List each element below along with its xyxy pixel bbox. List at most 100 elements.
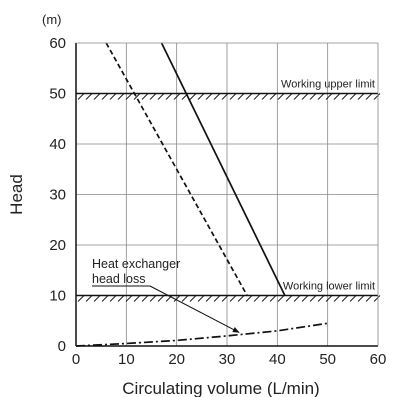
annotation-arrow [149, 285, 240, 333]
series-layer [75, 42, 328, 347]
x-tick-label: 20 [168, 351, 185, 368]
y-tick-label: 60 [49, 35, 66, 52]
annotation-label: head loss [92, 272, 146, 286]
limit-hatch [117, 295, 125, 302]
y-tick-label: 50 [49, 86, 66, 103]
limit-hatch [93, 295, 101, 302]
series-line-dashdot [75, 322, 328, 347]
limit-hatch [189, 295, 197, 302]
limit-hatch [165, 93, 173, 100]
limit-hatch [277, 295, 285, 302]
limit-hatch [213, 295, 221, 302]
limit-hatch [325, 295, 333, 302]
limit-hatch [325, 93, 333, 100]
x-tick-label: 10 [118, 351, 135, 368]
y-axis-title: Head [7, 174, 26, 215]
limit-hatch [149, 93, 157, 100]
limit-hatch [125, 93, 133, 100]
limit-hatch [77, 93, 85, 100]
limit-hatch [245, 295, 253, 302]
x-axis-title: Circulating volume (L/min) [122, 379, 319, 397]
labels: (m) Head Circulating volume (L/min) 0 10 2… [7, 12, 386, 397]
limit-hatch [133, 295, 141, 302]
series-line-solid [160, 42, 286, 296]
x-tick-label: 40 [269, 351, 286, 368]
limit-hatch [309, 295, 317, 302]
limit-hatch [269, 295, 277, 302]
limit-hatch [237, 295, 245, 302]
limit-label: Working lower limit [283, 281, 375, 293]
limit-hatch [101, 93, 109, 100]
limit-hatch [77, 295, 85, 302]
limit-hatch [205, 93, 213, 100]
limit-hatch [149, 295, 157, 302]
limit-hatch [293, 295, 301, 302]
limit-hatch [253, 93, 261, 100]
limit-hatch [189, 93, 197, 100]
limit-hatch [245, 93, 253, 100]
limit-hatch [221, 93, 229, 100]
limit-hatch [317, 295, 325, 302]
limit-hatch [157, 93, 165, 100]
limit-hatch [101, 295, 109, 302]
limit-hatch [269, 93, 277, 100]
y-tick-label: 40 [49, 136, 66, 153]
limit-hatch [349, 295, 357, 302]
limit-hatch [333, 93, 341, 100]
limit-hatch [261, 93, 269, 100]
limit-hatch [141, 93, 149, 100]
x-tick-label: 30 [219, 351, 236, 368]
y-tick-label: 30 [49, 187, 66, 204]
limit-hatch [109, 93, 117, 100]
limit-hatch [373, 295, 381, 302]
limit-hatch [117, 93, 125, 100]
limit-hatch [229, 93, 237, 100]
limit-hatch [301, 93, 309, 100]
axes [75, 42, 379, 347]
limit-hatch [85, 93, 93, 100]
limit-hatch [133, 93, 141, 100]
limit-hatch [85, 295, 93, 302]
limit-hatch [365, 295, 373, 302]
x-tick-label: 60 [370, 351, 387, 368]
limit-hatch [197, 295, 205, 302]
limit-hatch [173, 93, 181, 100]
limit-hatch [349, 93, 357, 100]
limit-hatch [341, 295, 349, 302]
series-line-dashed [105, 42, 248, 296]
limit-hatch [213, 93, 221, 100]
limit-hatch [141, 295, 149, 302]
limit-hatch [373, 93, 381, 100]
annotation-label: Heat exchanger [92, 257, 180, 271]
limit-hatch [181, 295, 189, 302]
limit-hatch [109, 295, 117, 302]
limit-hatch [221, 295, 229, 302]
limit-hatch [293, 93, 301, 100]
limit-hatch [365, 93, 373, 100]
limit-hatch [317, 93, 325, 100]
limit-hatch [237, 93, 245, 100]
limit-hatch [205, 295, 213, 302]
limit-hatch [285, 93, 293, 100]
limit-label: Working upper limit [281, 79, 375, 91]
limit-hatch [253, 295, 261, 302]
x-tick-label: 0 [72, 351, 80, 368]
limit-hatch [229, 295, 237, 302]
limit-hatch [357, 295, 365, 302]
y-tick-label: 20 [49, 237, 66, 254]
limit-hatch [93, 93, 101, 100]
limit-hatch [301, 295, 309, 302]
limit-hatch [261, 295, 269, 302]
limit-hatch [357, 93, 365, 100]
limit-hatch [285, 295, 293, 302]
y-axis-unit: (m) [42, 12, 62, 27]
y-tick-label: 0 [58, 338, 66, 355]
limit-hatch [277, 93, 285, 100]
limit-hatch [197, 93, 205, 100]
limit-hatch [125, 295, 133, 302]
working-limits: Working upper limit Working lower limit [76, 79, 381, 302]
limit-hatch [333, 295, 341, 302]
limit-hatch [157, 295, 165, 302]
